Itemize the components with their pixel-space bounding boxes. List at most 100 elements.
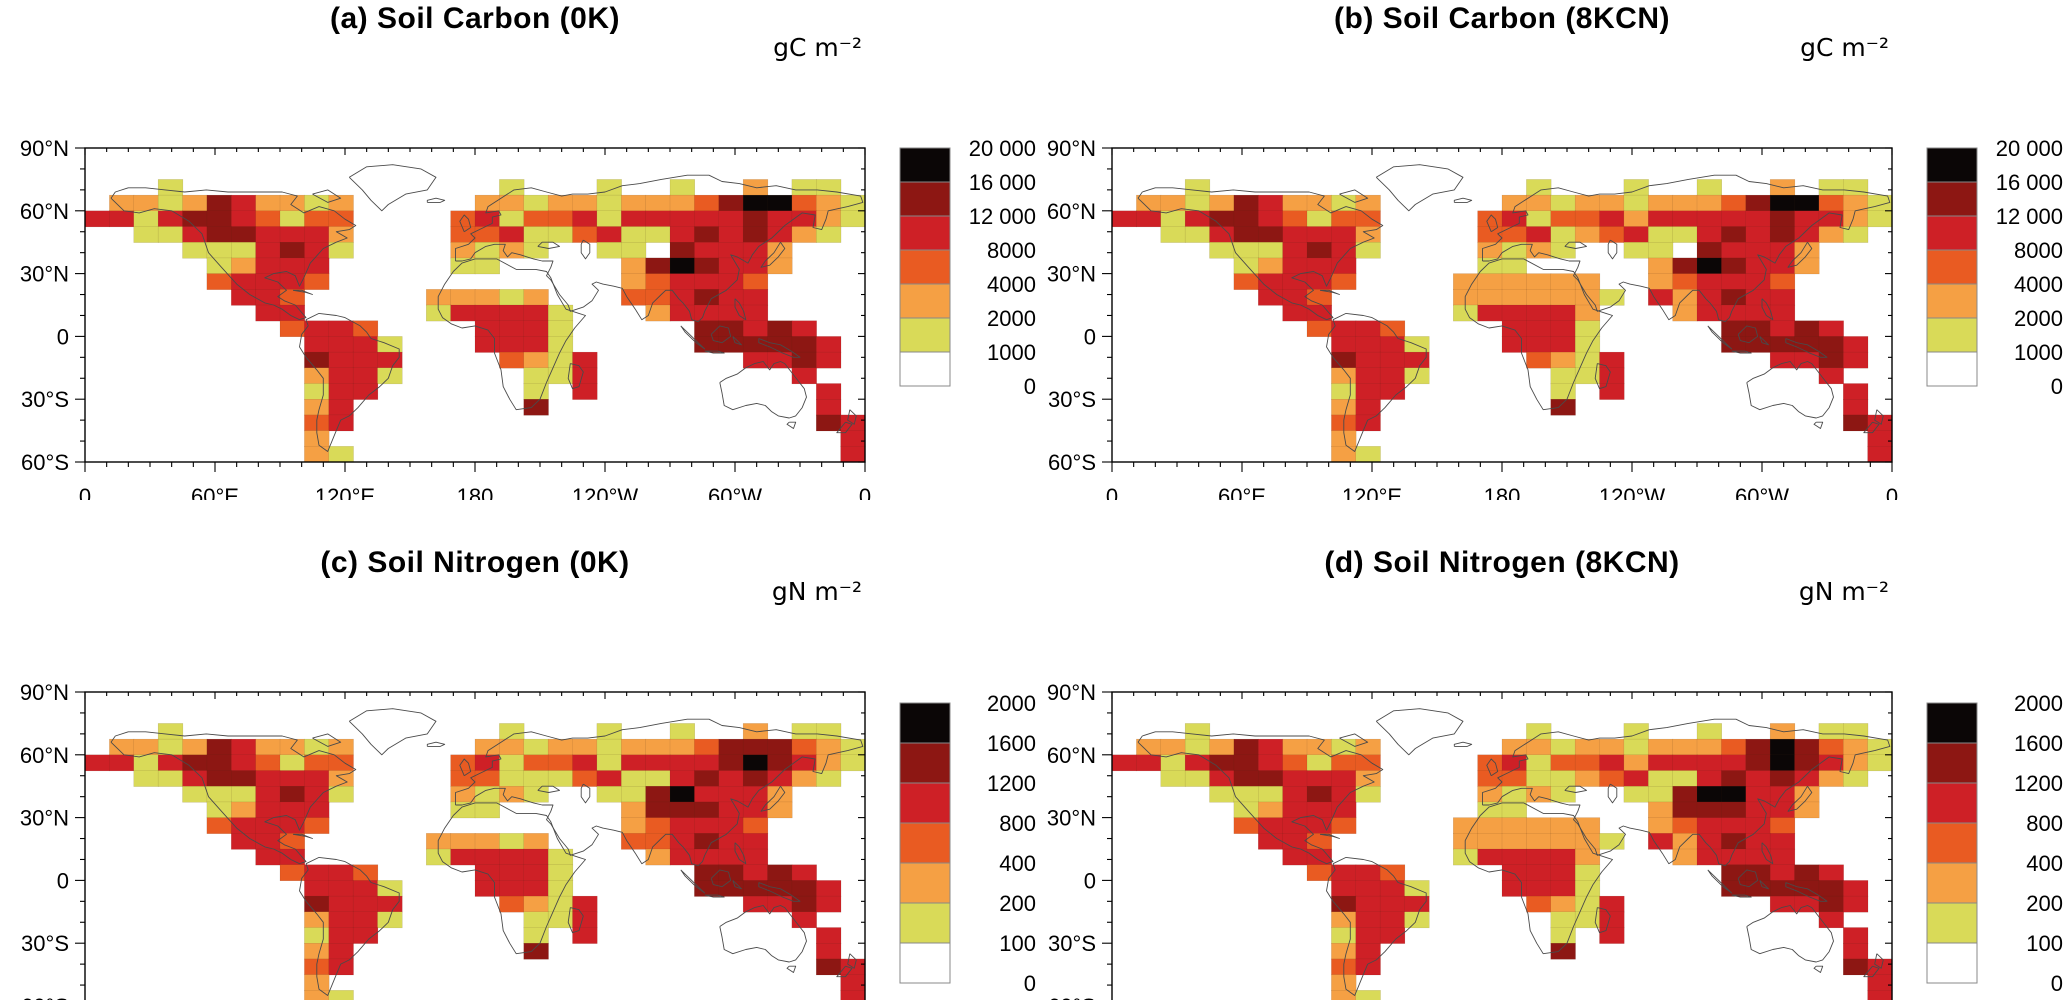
colorbar-tick-label: 2000 [987,306,1036,331]
y-tick-label: 30°S [1048,931,1096,956]
y-tick-label: 30°S [21,931,69,956]
colorbar-tick-label: 1200 [2014,771,2063,796]
colorbar-tick-label: 1000 [987,340,1036,365]
x-tick-label: 60°E [191,484,239,500]
x-tick-label: 60°E [1218,484,1266,500]
x-tick-label: 0 [1886,484,1898,500]
x-axis-labels: 0 60°E 120°E 180 120°W 60°W 0 [79,484,871,500]
panel-c: (c) Soil Nitrogen (0K) gN m⁻² 060°E120°E… [0,544,1040,1000]
panel-a-units-label: gC m⁻² [773,33,862,62]
colorbar-tick-label: 12 000 [969,204,1036,229]
colorbar-tick-label: 2000 [987,691,1036,716]
x-tick-label: 180 [457,484,494,500]
x-tick-label: 120°E [315,484,375,500]
panel-c-map-plot: 060°E120°E180120°W60°W090°N60°N30°N030°S… [20,680,1036,1000]
colorbar-tick-label: 0 [1024,374,1036,399]
y-tick-label: 60°N [20,199,69,224]
colorbar-tick-label: 1600 [987,731,1036,756]
panel-d-map-plot: 060°E120°E180120°W60°W090°N60°N30°N030°S… [1047,680,2063,1000]
coastline-overlay [110,164,864,452]
panel-b-map-plot: 0 60°E 120°E 180 120°W 60°W 0 90°N 60°N 30°N 0 30°S… [1047,136,2063,500]
y-tick-label: 30°N [20,262,69,287]
axis-ticks [1102,147,1893,472]
x-axis-labels: 0 60°E 120°E 180 120°W 60°W 0 [1106,484,1898,500]
panel-b-title: (b) Soil Carbon (8KCN) [1334,2,1670,35]
y-tick-label: 90°N [20,680,69,705]
x-tick-label: 120°W [572,484,639,500]
colorbar-tick-label: 200 [999,891,1036,916]
y-axis-labels: 90°N 60°N 30°N 0 30°S 60°S [20,680,69,1000]
y-axis-labels: 90°N 60°N 30°N 0 30°S 60°S [1047,680,1096,1000]
y-tick-label: 0 [57,324,69,349]
panel-b: (b) Soil Carbon (8KCN) gC m⁻² 0 60°E 120°E… [1027,0,2067,500]
y-tick-label: 0 [1084,868,1096,893]
coastline-overlay [1137,708,1891,996]
colorbar: 2000 1600 1200 800 400 200 100 0 [1926,691,2063,996]
colorbar-tick-label: 1200 [987,771,1036,796]
colorbar-tick-label: 12 000 [1996,204,2063,229]
y-tick-label: 30°S [21,387,69,412]
colorbar-tick-label: 0 [2051,374,2063,399]
map-data-cells [84,179,866,463]
y-tick-label: 30°N [20,806,69,831]
colorbar-tick-label: 200 [2026,891,2063,916]
colorbar-tick-label: 8000 [2014,238,2063,263]
colorbar-tick-label: 2000 [2014,691,2063,716]
axis-ticks [1102,691,1893,986]
y-tick-label: 0 [57,868,69,893]
colorbar-tick-label: 800 [999,811,1036,836]
y-tick-label: 60°S [21,450,69,475]
colorbar-tick-label: 1000 [2014,340,2063,365]
y-tick-label: 30°S [1048,387,1096,412]
panel-a-map-plot: 0 60°E 120°E 180 120°W 60°W 0 90°N 60°N 30°N 0 30°S… [20,136,1036,500]
y-tick-label: 60°N [1047,199,1096,224]
panel-d-title: (d) Soil Nitrogen (8KCN) [1324,546,1680,579]
colorbar-tick-label: 20 000 [969,136,1036,161]
y-tick-label: 60°N [20,743,69,768]
y-tick-label: 90°N [20,136,69,161]
x-tick-label: 0 [859,484,871,500]
colorbar-tick-label: 4000 [2014,272,2063,297]
colorbar-tick-label: 100 [2026,931,2063,956]
panel-c-units-label: gN m⁻² [771,577,862,606]
axis-ticks [75,691,866,986]
coastline-overlay [1137,164,1891,452]
y-tick-label: 60°S [1048,994,1096,1000]
colorbar-tick-label: 20 000 [1996,136,2063,161]
colorbar: 2000 1600 1200 800 400 200 100 0 [899,691,1036,996]
y-tick-label: 60°N [1047,743,1096,768]
y-tick-label: 0 [1084,324,1096,349]
colorbar-tick-label: 16 000 [969,170,1036,195]
x-tick-label: 60°W [1735,484,1789,500]
coastline-overlay [110,708,864,996]
y-tick-label: 90°N [1047,136,1096,161]
map-data-cells [84,723,866,1000]
map-data-cells [1111,723,1893,1000]
x-tick-label: 120°W [1599,484,1666,500]
y-tick-label: 60°S [21,994,69,1000]
axis-ticks [75,147,866,472]
panel-d-units-label: gN m⁻² [1798,577,1889,606]
x-tick-label: 180 [1484,484,1521,500]
x-tick-label: 60°W [708,484,762,500]
panel-b-units-label: gC m⁻² [1800,33,1889,62]
colorbar-tick-label: 2000 [2014,306,2063,331]
panel-d: (d) Soil Nitrogen (8KCN) gN m⁻² 060°E120… [1027,544,2067,1000]
map-data-cells [1111,179,1893,463]
colorbar: 20 000 16 000 12 000 8000 4000 2000 1000 0 [1926,136,2063,399]
panel-a-title: (a) Soil Carbon (0K) [329,2,620,35]
colorbar-tick-label: 400 [999,851,1036,876]
y-axis-labels: 90°N 60°N 30°N 0 30°S 60°S [20,136,69,475]
y-tick-label: 30°N [1047,262,1096,287]
colorbar-tick-label: 16 000 [1996,170,2063,195]
colorbar-tick-label: 100 [999,931,1036,956]
colorbar: 20 000 16 000 12 000 8000 4000 2000 1000 0 [899,136,1036,399]
colorbar-tick-label: 400 [2026,851,2063,876]
x-tick-label: 0 [79,484,91,500]
y-tick-label: 90°N [1047,680,1096,705]
colorbar-tick-label: 800 [2026,811,2063,836]
colorbar-tick-label: 1600 [2014,731,2063,756]
y-tick-label: 30°N [1047,806,1096,831]
colorbar-tick-label: 0 [1024,971,1036,996]
